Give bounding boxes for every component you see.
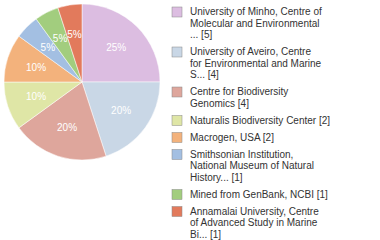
legend-item: University of Aveiro, Centrefor Environm… — [172, 46, 322, 80]
legend-label-line: Smithsonian Institution, — [190, 149, 293, 160]
legend-label-line: for Environmental and Marine — [190, 58, 322, 69]
legend-label: Smithsonian Institution,National Museum … — [190, 149, 314, 183]
legend-swatch — [172, 133, 182, 143]
legend-label-line: National Museum of Natural — [190, 160, 314, 171]
slice-label: 5% — [53, 33, 68, 44]
legend-label-line: Molecular and Environmental — [190, 18, 320, 29]
legend-label-line: Centre for Biodiversity — [190, 86, 288, 97]
legend-label-line: Bi... [1] — [190, 229, 221, 240]
legend-label-line: S... [4] — [190, 69, 219, 80]
legend-swatch — [172, 116, 182, 126]
legend-label-line: Annamalai University, Centre — [190, 206, 319, 217]
slice-label: 25% — [106, 42, 126, 53]
legend-swatch — [172, 47, 182, 57]
legend-label-line: Genomics [4] — [190, 98, 249, 109]
legend-label-line: ... [5] — [190, 29, 212, 40]
legend-item: Macrogen, USA [2] — [172, 132, 274, 143]
legend-label-line: History... [1] — [190, 172, 243, 183]
legend-label: University of Minho, Centre ofMolecular … — [190, 6, 322, 40]
legend-item: Centre for BiodiversityGenomics [4] — [172, 86, 288, 109]
legend-label-line: University of Minho, Centre of — [190, 6, 322, 17]
legend-item: Smithsonian Institution,National Museum … — [172, 149, 314, 183]
legend-item: Naturalis Biodiversity Center [2] — [172, 115, 330, 126]
legend-swatch — [172, 207, 182, 217]
legend-label-line: Macrogen, USA [2] — [190, 132, 274, 143]
legend: University of Minho, Centre ofMolecular … — [172, 6, 330, 240]
legend-swatch — [172, 190, 182, 200]
slice-label: 10% — [26, 62, 46, 73]
legend-label: Centre for BiodiversityGenomics [4] — [190, 86, 288, 109]
slice-label: 10% — [26, 91, 46, 102]
slice-label: 5% — [67, 29, 82, 40]
legend-swatch — [172, 87, 182, 97]
legend-label-line: Mined from GenBank, NCBI [1] — [190, 189, 328, 200]
legend-label: Annamalai University, Centreof Advanced … — [190, 206, 319, 240]
legend-item: Mined from GenBank, NCBI [1] — [172, 189, 328, 200]
legend-label-line: Naturalis Biodiversity Center [2] — [190, 115, 330, 126]
slice-label: 20% — [57, 122, 77, 133]
legend-label-line: of Advanced Study in Marine — [190, 217, 318, 228]
legend-label: Mined from GenBank, NCBI [1] — [190, 189, 328, 200]
pie: 25%20%20%10%10%5%5%5% — [4, 4, 160, 160]
pie-slice — [82, 4, 160, 82]
legend-item: University of Minho, Centre ofMolecular … — [172, 6, 322, 40]
legend-swatch — [172, 7, 182, 17]
legend-swatch — [172, 150, 182, 160]
legend-label-line: University of Aveiro, Centre — [190, 46, 311, 57]
pie-slice — [4, 82, 82, 128]
legend-label: Naturalis Biodiversity Center [2] — [190, 115, 330, 126]
legend-item: Annamalai University, Centreof Advanced … — [172, 206, 319, 240]
slice-label: 20% — [111, 105, 131, 116]
chart: 25%20%20%10%10%5%5%5%University of Minho… — [0, 0, 380, 240]
legend-label: Macrogen, USA [2] — [190, 132, 274, 143]
legend-label: University of Aveiro, Centrefor Environm… — [190, 46, 322, 80]
